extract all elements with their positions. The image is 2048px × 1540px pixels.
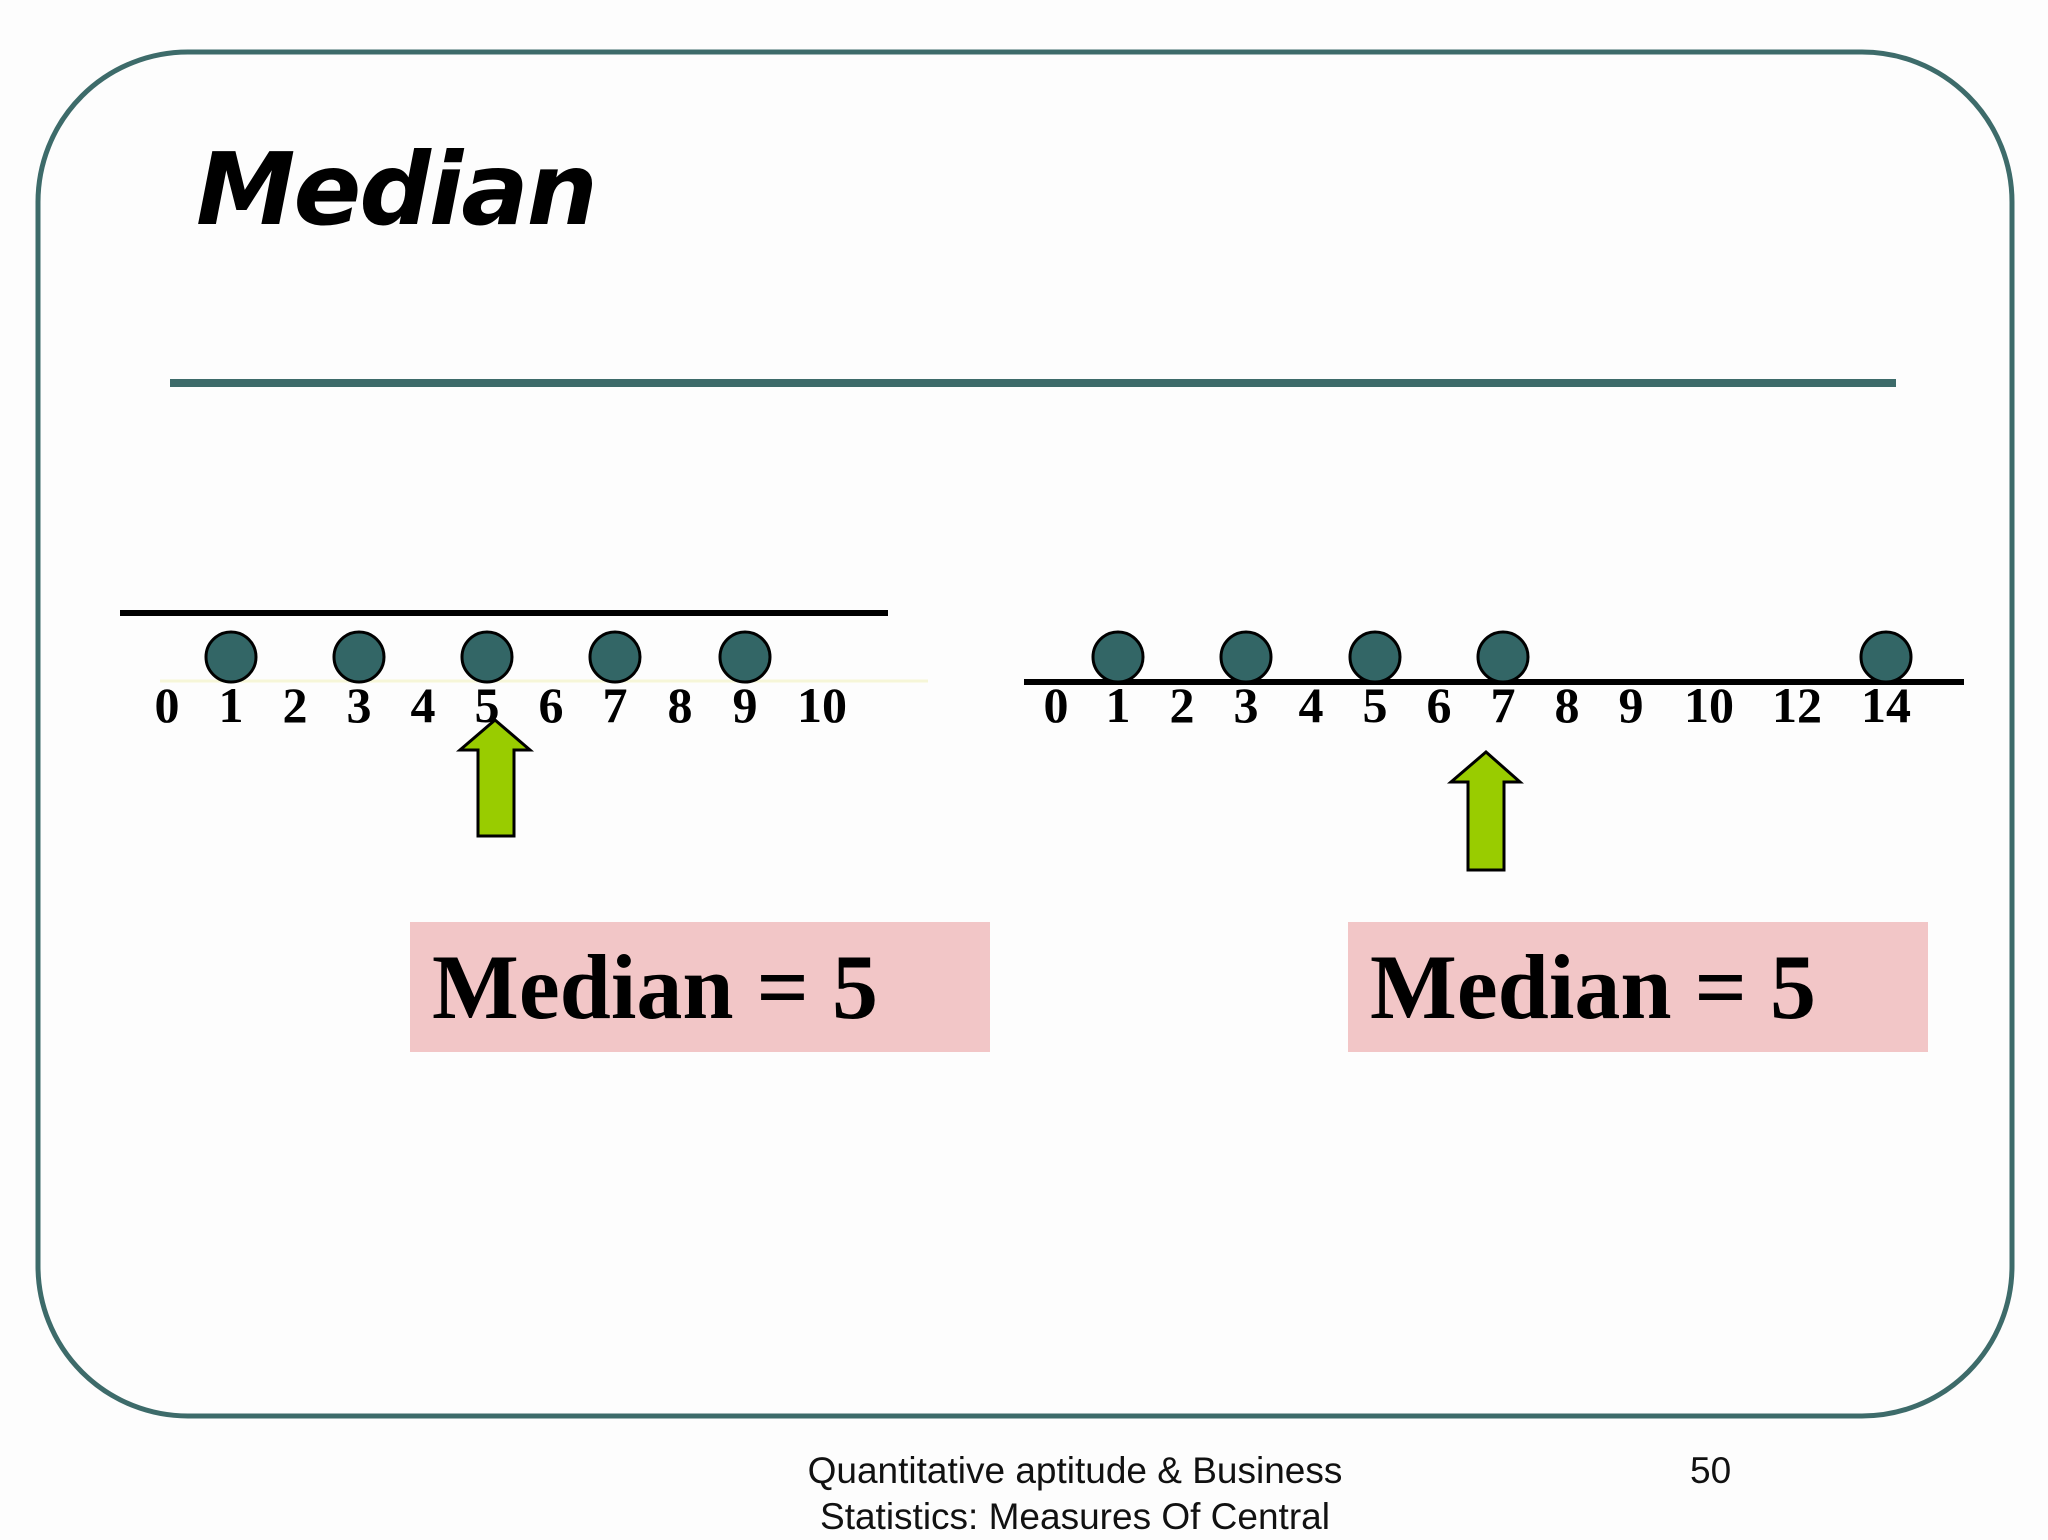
tick-label: 6 — [539, 677, 564, 733]
number-line-left: 0 1 2 3 4 5 6 7 8 9 10 — [120, 610, 928, 838]
slide-frame — [35, 49, 2015, 1419]
tick-label: 4 — [1299, 677, 1324, 733]
median-result-text-left: Median = 5 — [432, 936, 878, 1038]
slide-footer: Quantitative aptitude & Business Statist… — [760, 1448, 1390, 1540]
tick-label: 12 — [1772, 677, 1822, 733]
data-point-dot — [1476, 630, 1530, 684]
median-arrow-left — [455, 718, 535, 838]
data-point-dot — [1348, 630, 1402, 684]
median-result-text-right: Median = 5 — [1370, 936, 1816, 1038]
data-point-dot — [1091, 630, 1145, 684]
data-point-dot — [1859, 630, 1913, 684]
tick-label: 8 — [1555, 677, 1580, 733]
tick-label: 7 — [1491, 677, 1516, 733]
tick-label: 6 — [1427, 677, 1452, 733]
tick-label: 2 — [1170, 677, 1195, 733]
tick-label: 8 — [668, 677, 693, 733]
tick-label: 0 — [1044, 677, 1069, 733]
data-point-dot — [460, 630, 514, 684]
tick-label: 9 — [1619, 677, 1644, 733]
tick-label: 10 — [797, 677, 847, 733]
data-point-dot — [1219, 630, 1273, 684]
tick-label: 3 — [347, 677, 372, 733]
tick-label: 9 — [733, 677, 758, 733]
data-point-dot — [718, 630, 772, 684]
number-line-right: 0 1 2 3 4 5 6 7 8 9 10 12 14 — [1024, 630, 1964, 872]
slide-title: Median — [196, 131, 598, 248]
tick-label: 3 — [1234, 677, 1259, 733]
data-point-dot — [588, 630, 642, 684]
tick-label: 4 — [411, 677, 436, 733]
data-point-dot — [332, 630, 386, 684]
footer-line-2: Statistics: Measures Of Central — [820, 1496, 1330, 1537]
tick-label: 2 — [283, 677, 308, 733]
median-result-box-left: Median = 5 — [410, 922, 990, 1052]
tick-label: 5 — [1363, 677, 1388, 733]
tick-label: 7 — [603, 677, 628, 733]
footer-line-1: Quantitative aptitude & Business — [807, 1450, 1343, 1491]
tick-label: 14 — [1861, 677, 1911, 733]
median-result-box-right: Median = 5 — [1348, 922, 1928, 1052]
tick-label: 1 — [1106, 677, 1131, 733]
tick-label: 0 — [155, 677, 180, 733]
median-arrow-right — [1446, 750, 1524, 872]
data-point-dot — [204, 630, 258, 684]
tick-label: 1 — [219, 677, 244, 733]
page-number: 50 — [1690, 1450, 1732, 1491]
tick-label: 10 — [1684, 677, 1734, 733]
